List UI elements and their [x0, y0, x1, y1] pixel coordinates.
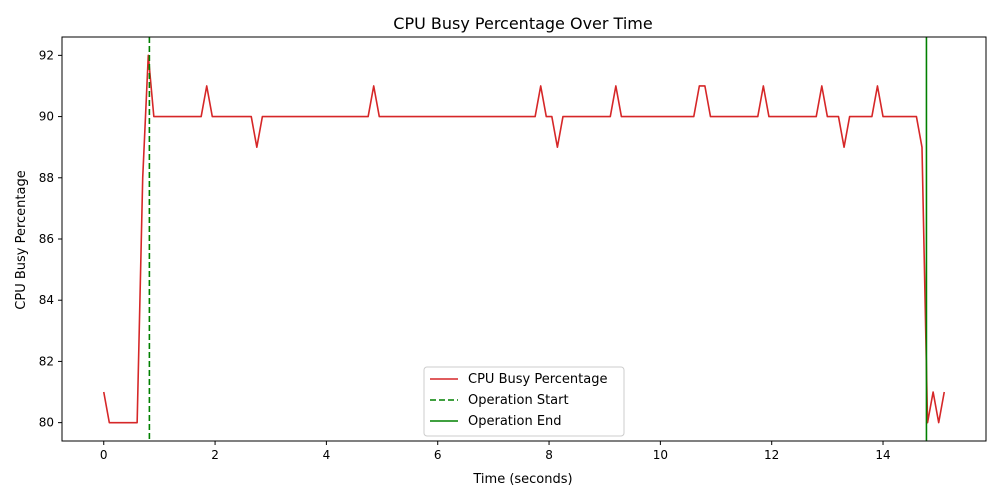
y-tick-label: 80	[39, 416, 54, 430]
y-tick-label: 86	[39, 232, 54, 246]
y-tick-label: 92	[39, 48, 54, 62]
x-tick-label: 14	[875, 448, 890, 462]
x-tick-label: 2	[211, 448, 219, 462]
x-tick-label: 8	[545, 448, 553, 462]
y-tick-label: 84	[39, 293, 54, 307]
x-axis-label: Time (seconds)	[472, 472, 572, 487]
x-tick-label: 10	[653, 448, 668, 462]
legend: CPU Busy Percentage Operation Start Operat…	[423, 366, 625, 437]
legend-item-operation-end-label: Operation End	[468, 414, 562, 429]
x-tick-label: 12	[764, 448, 779, 462]
y-tick-label: 88	[39, 171, 54, 185]
y-axis-label: CPU Busy Percentage	[14, 170, 29, 309]
legend-box	[423, 366, 625, 437]
series-line-cpu-busy	[102, 54, 946, 424]
x-tick-label: 6	[434, 448, 442, 462]
plot-area	[102, 37, 946, 441]
axes: 0 2 4 6 8 10 12 14 80 82 84 86 88 90 92	[39, 36, 987, 462]
y-tick-label: 90	[39, 110, 54, 124]
y-tick-label: 82	[39, 354, 54, 368]
legend-item-operation-start-label: Operation Start	[468, 393, 569, 408]
x-tick-label: 4	[323, 448, 331, 462]
legend-item-cpu-busy-label: CPU Busy Percentage	[468, 372, 607, 387]
chart-title: CPU Busy Percentage Over Time	[393, 14, 652, 33]
x-tick-label: 0	[100, 448, 108, 462]
